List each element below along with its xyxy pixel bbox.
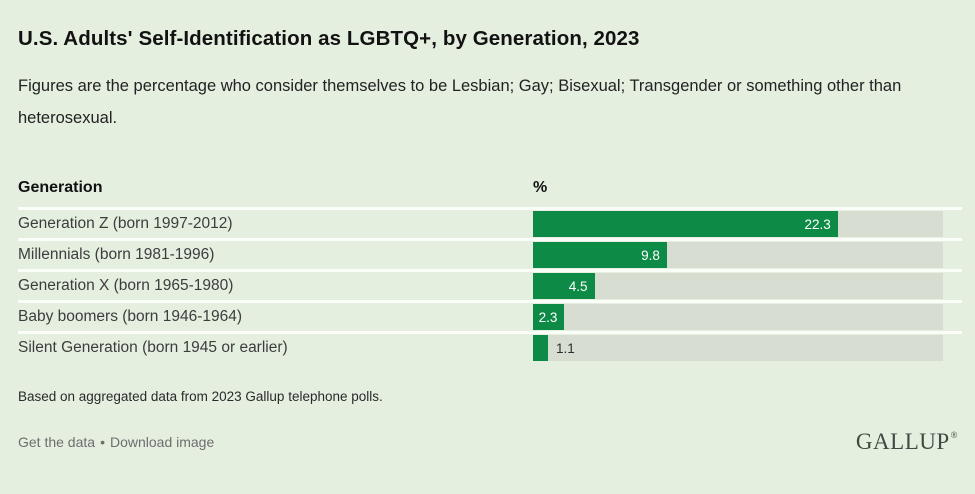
bullet-separator: • — [100, 434, 105, 450]
row-label: Silent Generation (born 1945 or earlier) — [18, 339, 288, 356]
bar-value-label: 9.8 — [641, 247, 660, 263]
gallup-logo: GALLUP® — [856, 429, 958, 455]
chart-rows: Generation Z (born 1997-2012) 22.3 Millenn… — [18, 207, 962, 362]
row-label: Baby boomers (born 1946-1964) — [18, 308, 243, 325]
chart-row: Millennials (born 1981-1996) 9.8 — [18, 238, 962, 269]
bar-track: 22.3 — [533, 211, 943, 237]
bar-track: 2.3 — [533, 304, 943, 330]
column-header-percent: % — [533, 179, 548, 196]
chart-row: Silent Generation (born 1945 or earlier)… — [18, 331, 962, 362]
bar-value-label: 4.5 — [568, 278, 588, 294]
chart-column-headers: Generation % — [18, 178, 962, 197]
chart-row: Generation X (born 1965-1980) 4.5 — [18, 269, 962, 300]
registered-trademark-icon: ® — [950, 430, 958, 440]
bar — [533, 335, 549, 361]
footer: Get the data • Download image GALLUP® — [18, 429, 962, 455]
gallup-logo-text: GALLUP — [855, 429, 950, 454]
page-subtitle: Figures are the percentage who consider … — [18, 77, 902, 127]
bar: 9.8 — [533, 242, 667, 268]
bar-value-label: 2.3 — [538, 309, 558, 325]
column-header-generation: Generation — [18, 179, 103, 196]
get-the-data-link[interactable]: Get the data — [18, 434, 96, 450]
bar-track: 9.8 — [533, 242, 943, 268]
bar: 22.3 — [533, 211, 838, 237]
bar-value-label: 1.1 — [556, 340, 575, 356]
bar: 4.5 — [533, 273, 595, 299]
bar: 2.3 — [533, 304, 565, 330]
bar-track: 1.1 — [533, 335, 943, 361]
footnote: Based on aggregated data from 2023 Gallu… — [18, 389, 383, 404]
footer-links: Get the data • Download image — [18, 434, 214, 450]
row-label: Generation Z (born 1997-2012) — [18, 215, 233, 232]
download-image-link[interactable]: Download image — [109, 434, 215, 450]
bar-track: 4.5 — [533, 273, 943, 299]
chart-row: Generation Z (born 1997-2012) 22.3 — [18, 207, 962, 238]
bar-value-label: 22.3 — [804, 216, 831, 232]
chart-row: Baby boomers (born 1946-1964) 2.3 — [18, 300, 962, 331]
row-label: Millennials (born 1981-1996) — [18, 246, 215, 263]
page-title: U.S. Adults' Self-Identification as LGBT… — [18, 27, 640, 50]
row-label: Generation X (born 1965-1980) — [18, 277, 234, 294]
